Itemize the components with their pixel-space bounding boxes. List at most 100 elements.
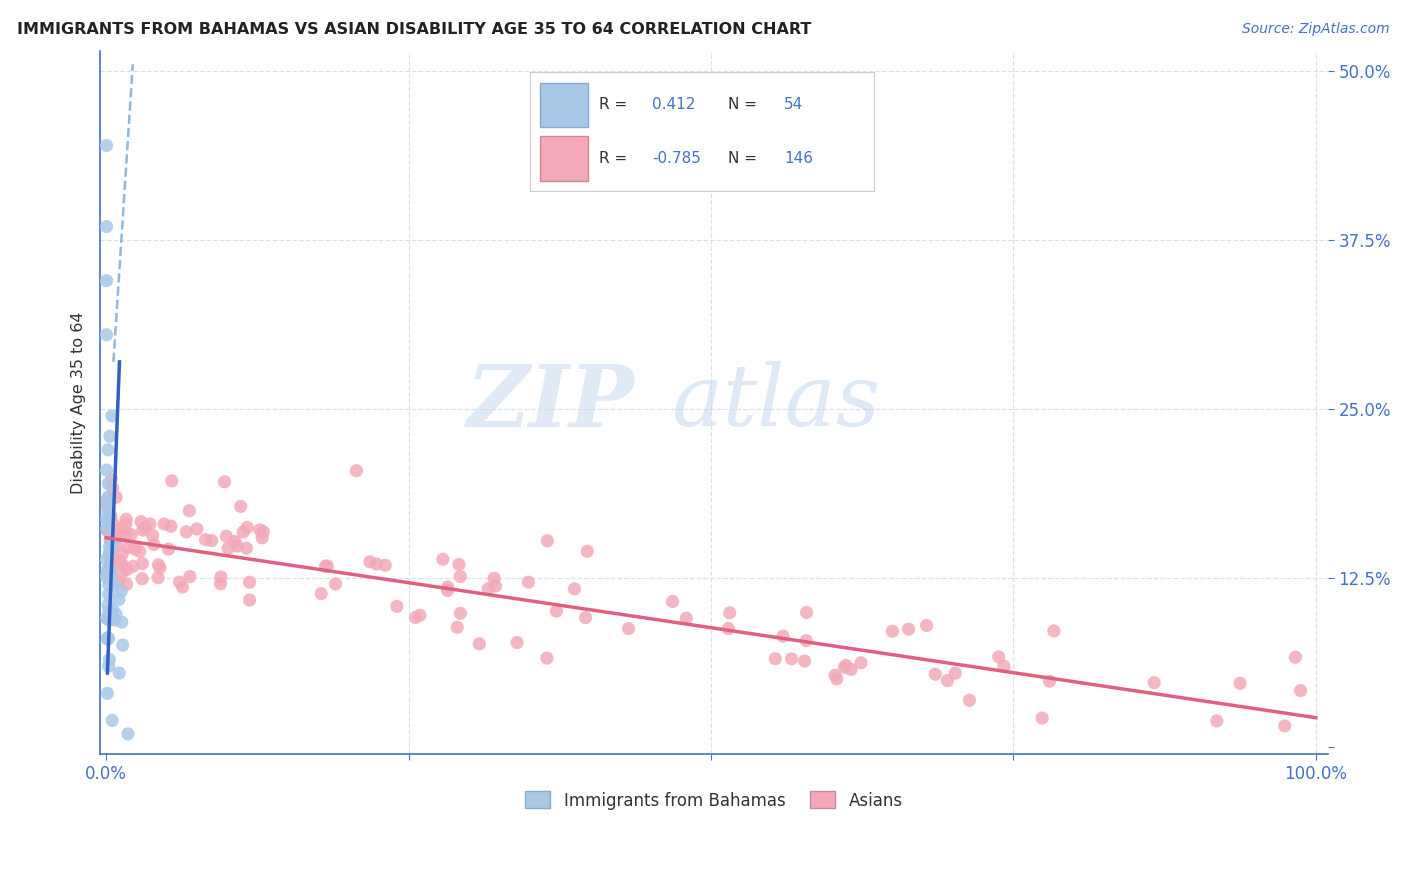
Point bbox=[96, 522, 118, 536]
Point bbox=[824, 668, 846, 682]
Point bbox=[717, 622, 740, 636]
Point bbox=[179, 504, 201, 518]
Point bbox=[97, 490, 120, 504]
Point bbox=[325, 577, 347, 591]
Point bbox=[834, 660, 856, 674]
Point bbox=[236, 520, 259, 534]
Point bbox=[96, 219, 118, 234]
Point bbox=[959, 693, 981, 707]
Point bbox=[564, 582, 586, 596]
Point bbox=[139, 516, 162, 531]
Point bbox=[108, 666, 131, 681]
Point bbox=[482, 571, 505, 585]
Point bbox=[111, 615, 134, 630]
Point bbox=[780, 652, 803, 666]
Point bbox=[96, 138, 118, 153]
Point bbox=[97, 578, 120, 592]
Point bbox=[115, 563, 138, 577]
Point bbox=[131, 557, 153, 571]
Point bbox=[249, 523, 271, 537]
Point bbox=[124, 542, 146, 557]
Point bbox=[96, 512, 118, 526]
Point bbox=[849, 656, 872, 670]
Point bbox=[98, 510, 121, 524]
Point bbox=[718, 606, 741, 620]
Point bbox=[574, 610, 596, 624]
Point bbox=[105, 531, 128, 545]
Point bbox=[149, 561, 172, 575]
Point bbox=[316, 558, 339, 573]
Point bbox=[176, 524, 198, 539]
Point bbox=[385, 599, 408, 614]
Point bbox=[96, 500, 118, 514]
Point bbox=[576, 544, 599, 558]
Point bbox=[201, 533, 224, 548]
Text: IMMIGRANTS FROM BAHAMAS VS ASIAN DISABILITY AGE 35 TO 64 CORRELATION CHART: IMMIGRANTS FROM BAHAMAS VS ASIAN DISABIL… bbox=[17, 22, 811, 37]
Point bbox=[111, 557, 134, 571]
Point bbox=[449, 569, 471, 583]
Point bbox=[1284, 650, 1306, 665]
Point bbox=[97, 505, 120, 519]
Point bbox=[235, 541, 257, 556]
Point bbox=[97, 598, 120, 612]
Point bbox=[1274, 719, 1296, 733]
Point bbox=[111, 547, 134, 561]
Point bbox=[1229, 676, 1251, 690]
Point bbox=[98, 518, 121, 533]
Point bbox=[111, 566, 134, 581]
Point bbox=[97, 515, 120, 529]
Point bbox=[108, 592, 131, 607]
Point bbox=[936, 673, 959, 688]
Point bbox=[98, 563, 121, 577]
Point bbox=[96, 463, 118, 477]
Point bbox=[96, 552, 118, 566]
Legend: Immigrants from Bahamas, Asians: Immigrants from Bahamas, Asians bbox=[519, 785, 910, 816]
Point bbox=[447, 558, 470, 572]
Point bbox=[359, 555, 381, 569]
Point bbox=[100, 566, 122, 580]
Point bbox=[115, 512, 138, 526]
Point bbox=[215, 529, 238, 543]
Point bbox=[943, 666, 966, 681]
Point bbox=[97, 566, 120, 581]
Point bbox=[1205, 714, 1227, 728]
Point bbox=[108, 554, 131, 568]
Point bbox=[825, 672, 848, 686]
Point bbox=[186, 522, 208, 536]
Point bbox=[309, 587, 332, 601]
Point bbox=[100, 558, 122, 573]
Point bbox=[484, 579, 506, 593]
Point bbox=[132, 523, 155, 537]
Point bbox=[96, 523, 118, 537]
Text: atlas: atlas bbox=[671, 361, 880, 444]
Point bbox=[98, 562, 121, 576]
Point bbox=[100, 547, 122, 561]
Point bbox=[436, 580, 458, 594]
Point bbox=[209, 570, 232, 584]
Point bbox=[103, 529, 125, 543]
Point bbox=[97, 442, 120, 457]
Point bbox=[97, 514, 120, 528]
Point bbox=[131, 572, 153, 586]
Point bbox=[224, 534, 246, 549]
Point bbox=[105, 607, 128, 622]
Point bbox=[517, 575, 540, 590]
Point bbox=[169, 575, 191, 590]
Text: ZIP: ZIP bbox=[467, 360, 634, 444]
Point bbox=[217, 541, 239, 556]
Point bbox=[115, 516, 138, 531]
Point bbox=[103, 517, 125, 532]
Point bbox=[835, 658, 858, 673]
Point bbox=[229, 500, 252, 514]
Point bbox=[1038, 674, 1060, 689]
Point bbox=[96, 632, 118, 647]
Point bbox=[374, 558, 396, 573]
Point bbox=[675, 611, 697, 625]
Point bbox=[238, 575, 260, 590]
Point bbox=[449, 607, 471, 621]
Point bbox=[97, 562, 120, 576]
Y-axis label: Disability Age 35 to 64: Disability Age 35 to 64 bbox=[72, 311, 86, 493]
Point bbox=[96, 686, 118, 700]
Point bbox=[536, 651, 558, 665]
Point bbox=[107, 574, 129, 589]
